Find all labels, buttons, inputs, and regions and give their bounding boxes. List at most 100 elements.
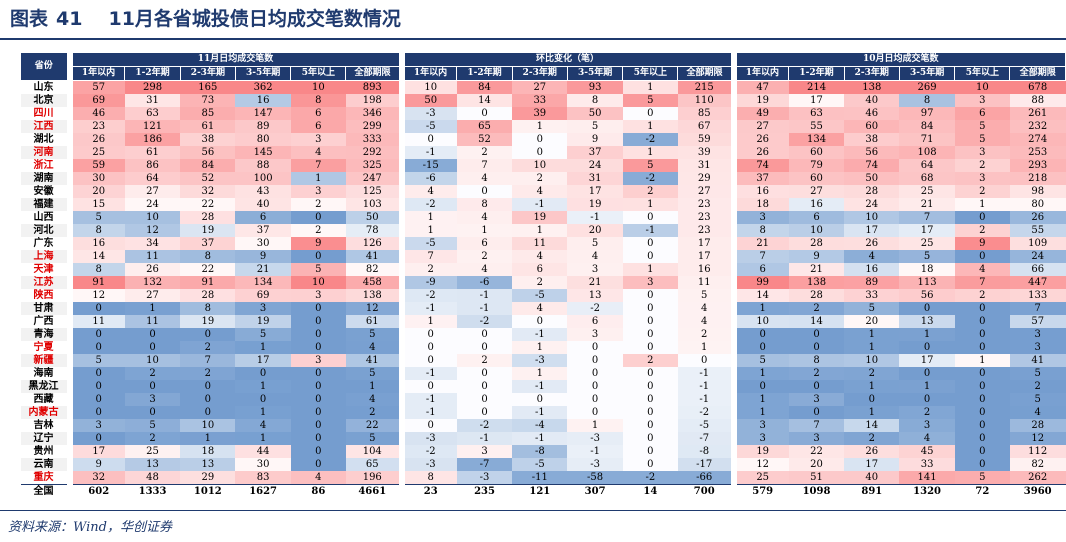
- table-cell: 0: [622, 406, 678, 419]
- table-cell: -9: [398, 276, 457, 289]
- table-cell: 60: [788, 172, 845, 185]
- table-cell: -6: [456, 276, 513, 289]
- table-cell: 3: [235, 302, 291, 315]
- table-cell: 0: [398, 133, 457, 146]
- table-cell: 2: [788, 302, 845, 315]
- table-cell: 138: [345, 289, 402, 302]
- table-cell: 25: [899, 237, 955, 250]
- table-cell: 80: [1009, 198, 1066, 211]
- table-cell: 12: [124, 224, 181, 237]
- table-cell: 0: [954, 406, 1010, 419]
- table-cell: 678: [1009, 80, 1066, 94]
- column-header: 2-3年期: [843, 66, 900, 81]
- table-cell: 11: [512, 237, 568, 250]
- table-cell: 3: [622, 276, 678, 289]
- table-cell: -1: [398, 146, 457, 159]
- table-cell: 0: [622, 393, 678, 406]
- table-row: 云南 9 13 13 30 0 65 -3 -7 -5 -3 0 -17 12 20 17 33 0 82: [20, 458, 1066, 471]
- table-cell: 27: [788, 185, 845, 198]
- figure-title: 图表 41 11月各省城投债日均成交笔数情况: [10, 4, 401, 34]
- table-cell: -1: [398, 367, 457, 380]
- table-cell: 14: [66, 250, 125, 263]
- table-cell: -1: [622, 224, 678, 237]
- table-cell: 2: [788, 367, 845, 380]
- table-cell: 56: [844, 146, 900, 159]
- table-cell: 0: [567, 380, 623, 393]
- table-cell: 4: [290, 146, 346, 159]
- table-cell: 0: [622, 367, 678, 380]
- table-cell: 0: [66, 432, 125, 445]
- table-cell: 24: [567, 159, 623, 172]
- total-cell: 1098: [788, 484, 845, 498]
- table-cell: 60: [844, 120, 900, 133]
- table-cell: 40: [844, 94, 900, 107]
- table-cell: 0: [66, 393, 125, 406]
- table-cell: 109: [1009, 237, 1066, 250]
- column-header: 3-5年期: [898, 66, 956, 81]
- table-cell: 274: [1009, 133, 1066, 146]
- table-cell: 5: [290, 263, 346, 276]
- province-name: 福建: [20, 198, 70, 211]
- province-name: 甘肃: [20, 302, 70, 315]
- table-cell: 6: [290, 120, 346, 133]
- table-cell: 3: [567, 263, 623, 276]
- table-cell: 84: [899, 120, 955, 133]
- table-cell: 4: [456, 172, 513, 185]
- table-cell: 17: [567, 185, 623, 198]
- province-name: 江苏: [20, 276, 70, 289]
- province-name: 广西: [20, 315, 70, 328]
- table-cell: 63: [788, 107, 845, 120]
- province-name: 新疆: [20, 354, 70, 367]
- table-cell: 141: [899, 471, 955, 485]
- table-cell: -2: [398, 198, 457, 211]
- table-cell: 6: [567, 315, 623, 328]
- table-cell: 0: [567, 406, 623, 419]
- table-cell: 0: [622, 237, 678, 250]
- table-cell: 4: [512, 185, 568, 198]
- table-cell: 10: [788, 224, 845, 237]
- table-cell: 299: [345, 120, 402, 133]
- table-row: 黑龙江 0 0 0 1 0 1 0 0 -1 0 0 -1 0 0 1 1 0 2: [20, 380, 1066, 393]
- table-cell: 37: [180, 237, 236, 250]
- table-cell: 20: [567, 224, 623, 237]
- table-cell: 41: [1009, 354, 1066, 367]
- table-cell: 8: [180, 250, 236, 263]
- table-cell: 269: [899, 80, 955, 94]
- table-cell: 0: [899, 393, 955, 406]
- table-cell: 4: [290, 471, 346, 485]
- table-row: 湖南 30 64 52 100 1 247 -6 4 2 31 -2 29 37 60 50 68 3 218: [20, 172, 1066, 185]
- table-cell: 0: [788, 341, 845, 354]
- table-cell: 52: [456, 133, 513, 146]
- table-cell: 5: [622, 159, 678, 172]
- table-cell: 333: [345, 133, 402, 146]
- table-cell: 14: [788, 315, 845, 328]
- table-cell: 0: [398, 419, 457, 432]
- table-cell: 5: [567, 120, 623, 133]
- province-name: 湖南: [20, 172, 70, 185]
- table-cell: 13: [567, 289, 623, 302]
- table-cell: 6: [512, 263, 568, 276]
- table-cell: -11: [512, 471, 568, 485]
- table-cell: 4: [844, 250, 900, 263]
- table-cell: 1: [844, 406, 900, 419]
- table-cell: 0: [290, 341, 346, 354]
- figure-caption: 11月各省城投债日均成交笔数情况: [108, 8, 401, 30]
- table-cell: 113: [899, 276, 955, 289]
- table-cell: 0: [398, 328, 457, 341]
- table-cell: 0: [290, 380, 346, 393]
- table-cell: 9: [235, 250, 291, 263]
- table-cell: 40: [235, 198, 291, 211]
- table-cell: 7: [954, 276, 1010, 289]
- table-cell: 104: [345, 445, 402, 458]
- table-cell: 0: [290, 419, 346, 432]
- table-cell: -66: [677, 471, 734, 485]
- table-cell: 6: [730, 263, 789, 276]
- province-name: 内蒙古: [20, 406, 70, 419]
- table-cell: 28: [180, 211, 236, 224]
- table-cell: 0: [235, 393, 291, 406]
- table-cell: 8: [180, 302, 236, 315]
- table-row: 河南 25 61 56 145 4 292 -1 2 0 37 1 39 26 60 56 108 3 253: [20, 146, 1066, 159]
- table-cell: 20: [66, 185, 125, 198]
- table-cell: 19: [512, 211, 568, 224]
- table-cell: 2: [844, 367, 900, 380]
